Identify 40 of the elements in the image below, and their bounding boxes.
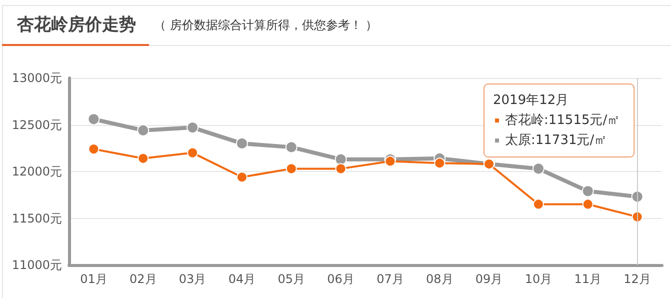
chart-subtitle: （ 房价数据综合计算所得，供您参考！ ） (154, 17, 378, 34)
point (532, 198, 544, 210)
point (532, 162, 544, 175)
x-tick-label: 12月 (624, 272, 651, 286)
point (187, 147, 198, 158)
point (286, 163, 297, 174)
point (236, 137, 248, 150)
x-tick-label: 05月 (278, 272, 306, 286)
legend-label: 太原:11731元/㎡ (505, 133, 608, 148)
legend-label: 杏花岭:11515元/㎡ (505, 113, 620, 128)
point (582, 198, 594, 210)
point (88, 144, 100, 155)
point (582, 185, 594, 198)
y-tick-label: 11000元 (12, 258, 62, 272)
point (334, 153, 347, 166)
point (335, 163, 346, 174)
y-tick-label: 13000元 (12, 71, 62, 85)
y-tick-label: 11500元 (12, 211, 62, 226)
chart-title: 杏花岭房价走势 (16, 14, 137, 37)
point (138, 152, 149, 164)
x-tick-label: 03月 (178, 272, 206, 286)
y-tick-label: 12500元 (12, 118, 62, 132)
y-tick-label: 12000元 (12, 164, 62, 178)
point (285, 141, 298, 154)
point (88, 113, 100, 126)
x-tick-label: 07月 (376, 272, 404, 286)
point (236, 172, 248, 183)
x-tick-label: 09月 (475, 272, 503, 286)
point (137, 124, 150, 136)
x-tick-label: 08月 (426, 272, 454, 286)
point (384, 156, 396, 167)
point (186, 122, 199, 134)
legend-title: 2019年12月 (493, 93, 569, 108)
x-tick-label: 06月 (327, 272, 354, 286)
x-tick-label: 10月 (524, 272, 552, 286)
x-tick-label: 04月 (228, 272, 256, 286)
x-tick-label: 11月 (574, 272, 602, 286)
point (434, 158, 446, 169)
x-tick-label: 01月 (80, 272, 108, 286)
x-tick-label: 02月 (129, 272, 157, 286)
